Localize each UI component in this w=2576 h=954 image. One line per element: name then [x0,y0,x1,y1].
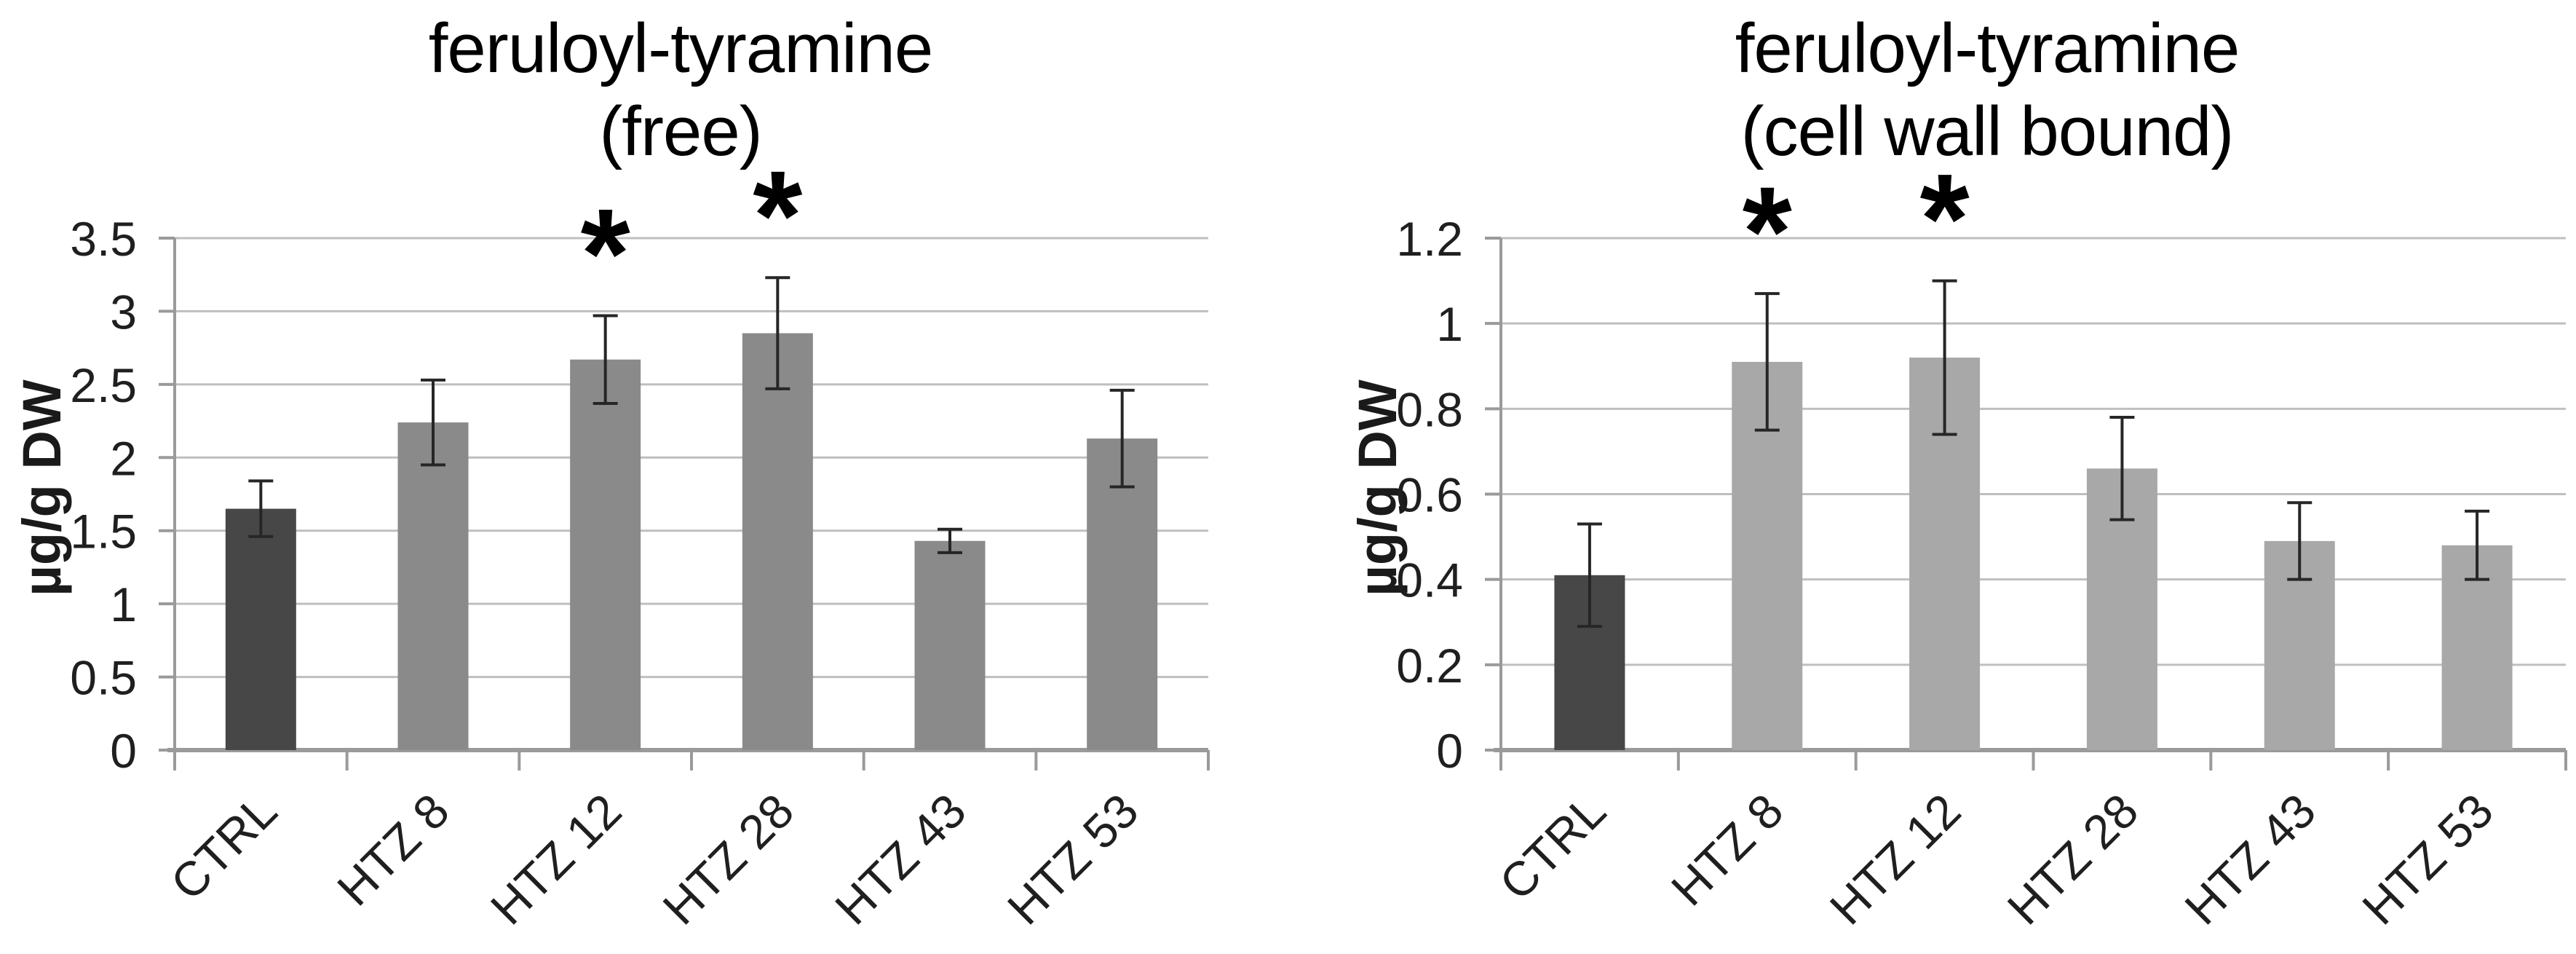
x-category-label: CTRL [1489,784,1616,910]
y-tick-label: 0.8 [1396,382,1463,436]
x-category-label: HTZ 12 [1820,784,1971,935]
significance-asterisk: * [1743,161,1792,303]
bar-htz-43 [914,540,986,750]
chart-title-free-line1: feruloyl-tyramine [428,9,934,87]
x-category-label: HTZ 43 [825,784,976,935]
y-tick-label: 2.5 [70,358,137,412]
x-category-label: HTZ 8 [1661,784,1794,916]
chart-title-cellwall-line2: (cell wall bound) [1740,92,2235,170]
x-category-label: HTZ 53 [2352,784,2503,935]
significance-asterisk: * [753,145,802,287]
x-category-label: CTRL [160,784,287,910]
x-category-label: HTZ 28 [1997,784,2148,935]
bar-htz-53 [1087,438,1158,750]
chart-title-free-line2: (free) [599,92,762,170]
bar-htz-28 [742,333,813,750]
y-tick-label: 2 [110,431,137,485]
x-category-label: HTZ 53 [997,784,1149,935]
chart-title-free: feruloyl-tyramine (free) [244,7,1117,173]
y-tick-label: 1.5 [70,505,137,559]
y-tick-label: 1 [110,577,137,631]
chart-title-cellwall: feruloyl-tyramine (cell wall bound) [1550,7,2424,173]
y-tick-label: 0.6 [1396,468,1463,522]
chart-title-cellwall-line1: feruloyl-tyramine [1735,9,2240,87]
y-tick-label: 0.5 [70,651,137,705]
y-tick-label: 0 [1436,724,1463,778]
y-tick-label: 0 [110,724,137,778]
significance-asterisk: * [581,183,630,325]
y-tick-label: 0.4 [1396,553,1463,607]
x-category-label: HTZ 28 [652,784,804,935]
y-tick-label: 1.2 [1396,212,1463,266]
x-category-label: HTZ 8 [327,784,459,916]
y-tick-label: 3 [110,285,137,339]
significance-asterisk: * [1920,149,1970,291]
bar-htz-12 [570,359,641,750]
bar-htz-8 [397,422,469,750]
y-tick-label: 0.2 [1396,639,1463,693]
x-category-label: HTZ 43 [2174,784,2326,935]
y-tick-label: 1 [1436,297,1463,351]
y-tick-label: 3.5 [70,212,137,266]
bar-ctrl [225,508,296,750]
x-category-label: HTZ 12 [480,784,632,935]
